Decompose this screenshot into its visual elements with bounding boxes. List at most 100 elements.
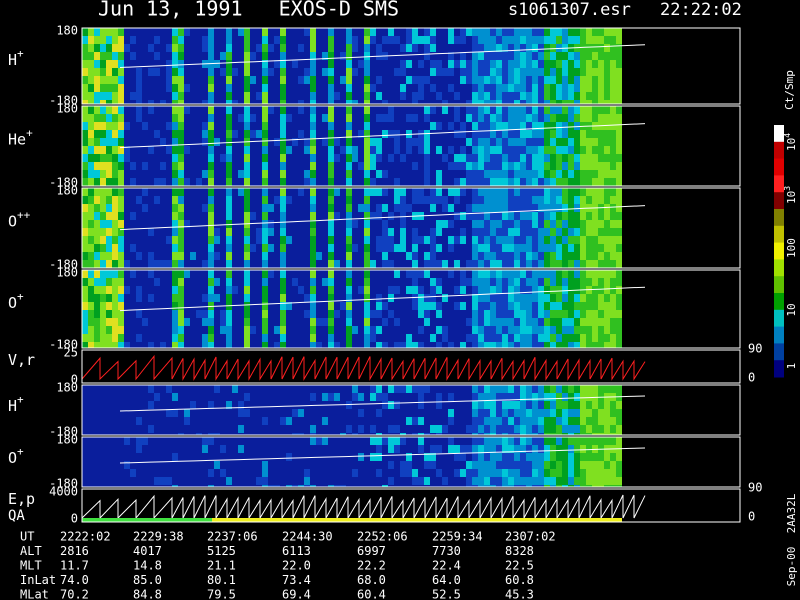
spectrogram-cell	[130, 334, 136, 342]
spectrogram-cell	[586, 409, 592, 417]
spectrogram-cell	[550, 453, 556, 461]
spectrogram-cell	[574, 453, 580, 461]
spectrogram-cell	[418, 260, 424, 268]
spectrogram-cell	[394, 114, 400, 122]
spectrogram-cell	[388, 76, 394, 84]
spectrogram-cell	[148, 68, 154, 76]
spectrogram-cell	[388, 244, 394, 252]
spectrogram-cell	[166, 318, 172, 326]
spectrogram-cell	[184, 84, 190, 92]
spectrogram-cell	[298, 409, 304, 417]
spectrogram-cell	[400, 461, 406, 469]
spectrogram-cell	[532, 425, 538, 433]
spectrogram-cell	[604, 130, 610, 138]
spectrogram-cell	[244, 417, 250, 425]
spectrogram-cell	[604, 170, 610, 178]
spectrogram-cell	[388, 100, 394, 104]
spectrogram-cell	[334, 477, 340, 485]
spectrogram-cell	[604, 60, 610, 68]
spectrogram-cell	[166, 130, 172, 138]
spectrogram-cell	[466, 342, 472, 348]
spectrogram-cell	[280, 409, 286, 417]
spectrogram-cell	[298, 36, 304, 44]
spectrogram-cell	[364, 318, 370, 326]
spectrogram-cell	[394, 318, 400, 326]
spectrogram-cell	[196, 68, 202, 76]
spectrogram-cell	[214, 425, 220, 433]
spectrogram-cell	[310, 385, 316, 393]
spectrogram-cell	[562, 401, 568, 409]
spectrogram-cell	[232, 154, 238, 162]
spectrogram-cell	[544, 52, 550, 60]
spectrogram-cell	[82, 76, 88, 84]
spectrogram-cell	[346, 236, 352, 244]
spectrogram-cell	[388, 409, 394, 417]
spectrogram-cell	[592, 453, 598, 461]
spectrogram-cell	[466, 44, 472, 52]
spectrogram-cell	[256, 84, 262, 92]
spectrogram-cell	[532, 100, 538, 104]
spectrogram-cell	[514, 244, 520, 252]
spectrogram-cell	[142, 385, 148, 393]
spectrogram-cell	[430, 146, 436, 154]
spectrogram-cell	[316, 278, 322, 286]
spectrogram-cell	[148, 154, 154, 162]
spectrogram-cell	[556, 146, 562, 154]
spectrogram-cell	[370, 212, 376, 220]
spectrogram-cell	[178, 212, 184, 220]
spectrogram-cell	[496, 385, 502, 393]
spectrogram-cell	[358, 270, 364, 278]
spectrogram-cell	[532, 212, 538, 220]
spectrogram-cell	[202, 260, 208, 268]
spectrogram-cell	[616, 138, 622, 146]
spectrogram-cell	[172, 485, 178, 487]
spectrogram-cell	[346, 100, 352, 104]
spectrogram-cell	[172, 260, 178, 268]
trend-line	[119, 395, 646, 412]
spectrogram-cell	[616, 76, 622, 84]
spectrogram-cell	[466, 401, 472, 409]
spectrogram-cell	[298, 461, 304, 469]
spectrogram-cell	[526, 461, 532, 469]
spectrogram-cell	[556, 220, 562, 228]
spectrogram-cell	[334, 433, 340, 435]
spectrogram-cell	[580, 294, 586, 302]
spectrogram-cell	[544, 294, 550, 302]
spectrogram-cell	[304, 92, 310, 100]
spectrogram-cell	[394, 326, 400, 334]
spectrogram-cell	[538, 188, 544, 196]
spectrogram-cell	[580, 302, 586, 310]
spectrogram-cell	[568, 146, 574, 154]
spectrogram-cell	[616, 228, 622, 236]
spectrogram-cell	[106, 92, 112, 100]
spectrogram-cell	[604, 146, 610, 154]
spectrogram-cell	[292, 425, 298, 433]
spectrogram-cell	[454, 154, 460, 162]
spectrogram-cell	[412, 286, 418, 294]
spectrogram-cell	[172, 130, 178, 138]
spectrogram-cell	[394, 453, 400, 461]
spectrogram-cell	[298, 417, 304, 425]
spectrogram-cell	[82, 385, 88, 393]
spectrogram-cell	[490, 204, 496, 212]
spectrogram-cell	[82, 146, 88, 154]
spectrogram-cell	[520, 302, 526, 310]
spectrogram-cell	[472, 130, 478, 138]
spectrogram-cell	[376, 318, 382, 326]
spectrogram-cell	[250, 260, 256, 268]
spectrogram-cell	[298, 425, 304, 433]
spectrogram-cell	[208, 196, 214, 204]
spectrogram-cell	[388, 60, 394, 68]
spectrogram-cell	[508, 461, 514, 469]
spectrogram-cell	[202, 461, 208, 469]
spectrogram-cell	[520, 417, 526, 425]
spectrogram-cell	[256, 445, 262, 453]
spectrogram-cell	[118, 106, 124, 114]
spectrogram-cell	[112, 52, 118, 60]
spectrogram-cell	[304, 334, 310, 342]
spectrogram-cell	[358, 76, 364, 84]
spectrogram-cell	[508, 162, 514, 170]
spectrogram-cell	[334, 138, 340, 146]
spectrogram-cell	[358, 318, 364, 326]
spectrogram-cell	[436, 122, 442, 130]
